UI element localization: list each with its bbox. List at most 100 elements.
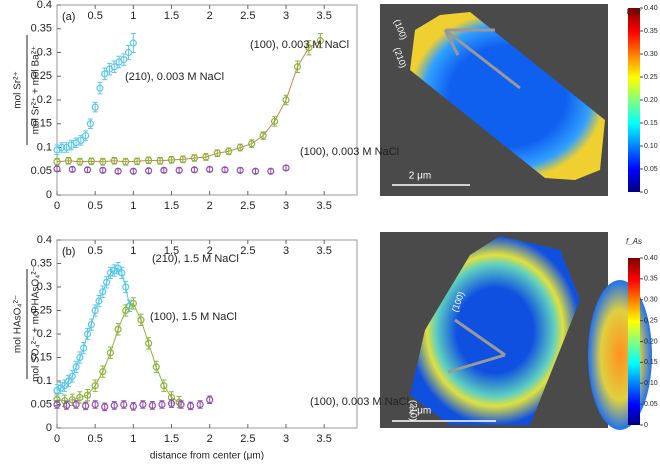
arrows	[443, 28, 521, 90]
point	[316, 37, 324, 45]
error-bar	[306, 40, 312, 56]
point	[206, 396, 214, 404]
point	[83, 166, 92, 174]
error-bar	[123, 280, 129, 294]
point	[129, 402, 137, 410]
point	[156, 157, 164, 165]
series-label: (210), 0.003 M NaCl	[125, 71, 224, 83]
point	[148, 401, 157, 410]
point	[64, 377, 73, 385]
point	[282, 164, 290, 172]
error-bar	[77, 391, 83, 404]
point	[91, 382, 99, 390]
point	[101, 70, 109, 78]
y-tick-label: 0.15	[31, 118, 52, 130]
x2-tick-label: 0.5	[88, 245, 103, 257]
colorbar	[628, 8, 640, 192]
colorbar-tick-label: 0.30	[644, 297, 658, 304]
scale-bar-label: 2 μm	[409, 406, 431, 417]
point	[251, 167, 260, 175]
point	[122, 283, 130, 291]
colorbar-tick-label: 0.10	[644, 143, 658, 150]
point	[145, 167, 153, 175]
error-bar	[73, 360, 79, 374]
point	[305, 44, 313, 52]
error-bar	[116, 55, 122, 69]
point	[110, 63, 118, 71]
x2-tick-label: 1.5	[164, 10, 179, 22]
point	[167, 156, 176, 164]
colorbar	[628, 258, 640, 425]
point	[86, 120, 94, 128]
point	[114, 264, 122, 272]
point	[99, 158, 107, 166]
y-tick-label: 0.3	[37, 281, 52, 293]
point	[76, 353, 84, 362]
colorbar-title: f_As	[626, 237, 642, 246]
point	[72, 363, 80, 371]
x2-tick-label: 2	[207, 245, 213, 257]
y-tick-label: 0.4	[37, 234, 52, 246]
point	[152, 363, 160, 371]
x-tick-label: 1.5	[164, 433, 179, 445]
y-tick-label: 0.4	[37, 0, 52, 11]
map-b	[380, 232, 652, 430]
error-bar	[69, 370, 75, 383]
point	[221, 166, 229, 174]
point	[129, 299, 137, 308]
point	[106, 349, 115, 357]
error-bar	[85, 388, 91, 402]
point	[133, 157, 141, 165]
colorbar-tick-label: 0.40	[644, 5, 658, 12]
error-bar	[130, 33, 136, 53]
point	[186, 402, 195, 410]
series-label: (100), 0.003 M NaCl	[310, 396, 409, 408]
x-tick-label: 2.5	[240, 433, 255, 445]
x-tick-label: 1	[130, 433, 136, 445]
point	[91, 103, 99, 111]
error-bar	[146, 337, 152, 350]
point	[99, 368, 107, 376]
y-tick-label: 0.05	[31, 398, 52, 410]
point	[167, 399, 176, 408]
point	[110, 401, 118, 410]
point	[61, 382, 69, 390]
x-tick-label: 2	[207, 200, 213, 212]
point	[122, 306, 130, 315]
series-label: (100), 0.003 M NaCl	[300, 146, 399, 158]
series-label: (210), 1.5 M NaCl	[152, 253, 239, 265]
y-label-denominator: mol Sr²⁺ + mol Ba²⁺	[31, 46, 42, 135]
fit-line	[56, 40, 321, 163]
y-tick-label: 0.1	[37, 375, 52, 387]
x2-tick-label: 3.5	[317, 245, 332, 257]
error-bar	[69, 393, 75, 406]
colorbar-tick-label: 0.10	[644, 380, 658, 387]
error-bar	[81, 341, 87, 355]
x2-tick-label: 1	[130, 245, 136, 257]
error-bar	[104, 276, 110, 289]
point	[87, 157, 95, 165]
error-bar	[97, 81, 103, 95]
point	[91, 306, 99, 315]
x2-tick-label: 3	[283, 10, 289, 22]
x2-tick-label: 1	[130, 10, 136, 22]
colorbar-tick-label: 0.15	[644, 359, 658, 366]
point	[225, 147, 233, 155]
y-tick-label: 0.35	[31, 23, 52, 35]
error-bar	[107, 266, 113, 280]
point	[110, 157, 118, 165]
error-bar	[115, 323, 121, 336]
x-tick-label: 0.5	[88, 433, 103, 445]
error-bar	[85, 327, 91, 341]
point	[120, 400, 128, 409]
point	[139, 400, 147, 409]
colorbar-tick-label: 0.35	[644, 28, 658, 35]
panel-label: (b)	[62, 246, 75, 258]
point	[129, 39, 137, 47]
point	[122, 158, 130, 166]
colorbar-tick-label: 0.40	[644, 255, 658, 262]
point	[137, 316, 145, 324]
point	[53, 165, 61, 173]
x-tick-label: 3	[283, 200, 289, 212]
